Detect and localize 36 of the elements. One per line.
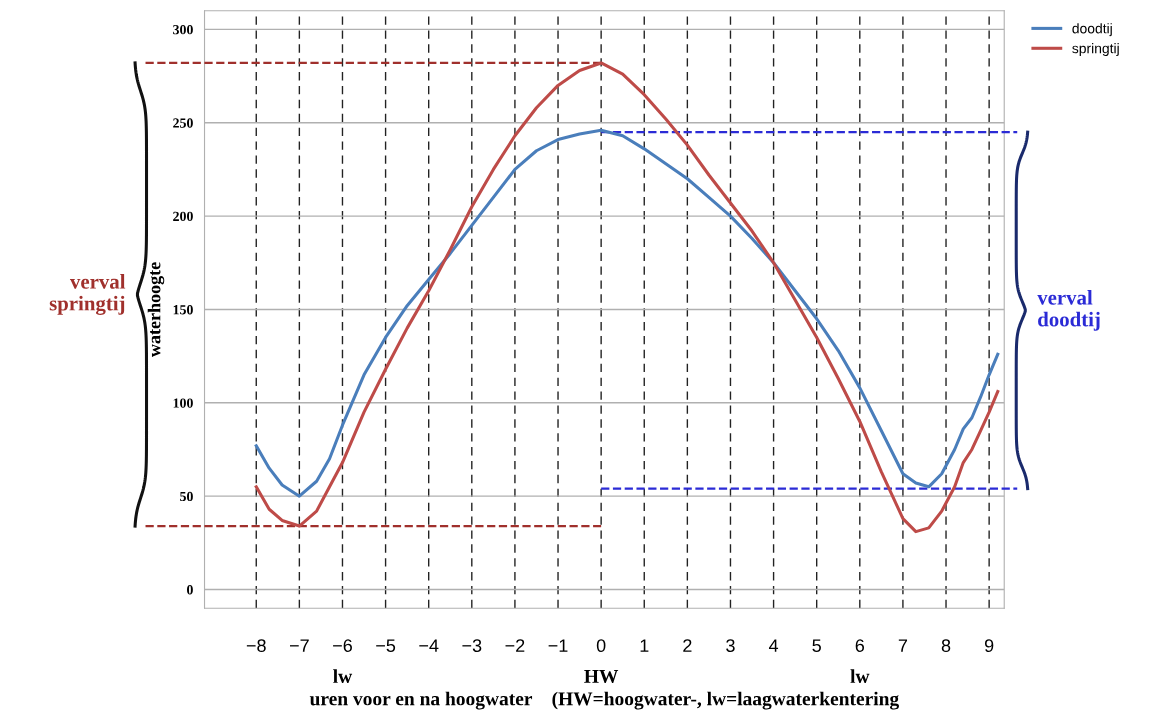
legend-label: springtij	[1072, 43, 1119, 57]
x-tick-label: −4	[419, 639, 439, 652]
text: lw	[333, 669, 353, 683]
x-tick-label: −3	[462, 639, 482, 653]
text: HW	[584, 670, 619, 684]
x-axis-title: uren voor en na hoogwater (HW=hoogwater-, lw=laagwaterkentering	[309, 691, 899, 710]
x-tick-label: −7	[289, 639, 309, 652]
x-tick-label: −5	[376, 639, 396, 653]
x-tick-label: −6	[333, 639, 352, 653]
y-tick-label: 200	[173, 211, 193, 222]
line-series	[254, 128, 1000, 498]
y-tick-label: 50	[180, 491, 193, 502]
line-series	[254, 61, 1000, 534]
text: verval doodtij	[1037, 290, 1100, 331]
text: verval springtij	[49, 274, 126, 315]
x-tick-label: 7	[898, 639, 908, 652]
x-tick-label: 6	[855, 639, 865, 653]
y-tick-label: 0	[187, 585, 193, 595]
y-tick-label: 100	[173, 398, 193, 408]
x-tick-label: 5	[812, 639, 821, 653]
x-tick-label: −2	[505, 639, 525, 652]
x-tick-label: 8	[941, 639, 951, 653]
x-tick-label: 0	[596, 639, 606, 653]
y-tick-label: 250	[173, 118, 193, 128]
x-tick-label: −8	[246, 639, 266, 653]
x-tick-label: 4	[768, 639, 779, 652]
x-tick-label: 1	[640, 639, 649, 652]
x-tick-label: 3	[726, 639, 735, 653]
x-tick-label: 9	[984, 639, 994, 653]
x-tick-label: 2	[683, 639, 692, 652]
y-tick-label: 150	[173, 305, 193, 315]
y-axis-title: waterhoogte	[147, 262, 165, 358]
x-tick-label: −1	[548, 639, 568, 652]
legend-label: doodtij	[1072, 23, 1112, 37]
y-tick-label: 300	[173, 24, 193, 35]
text: lw	[850, 669, 870, 683]
